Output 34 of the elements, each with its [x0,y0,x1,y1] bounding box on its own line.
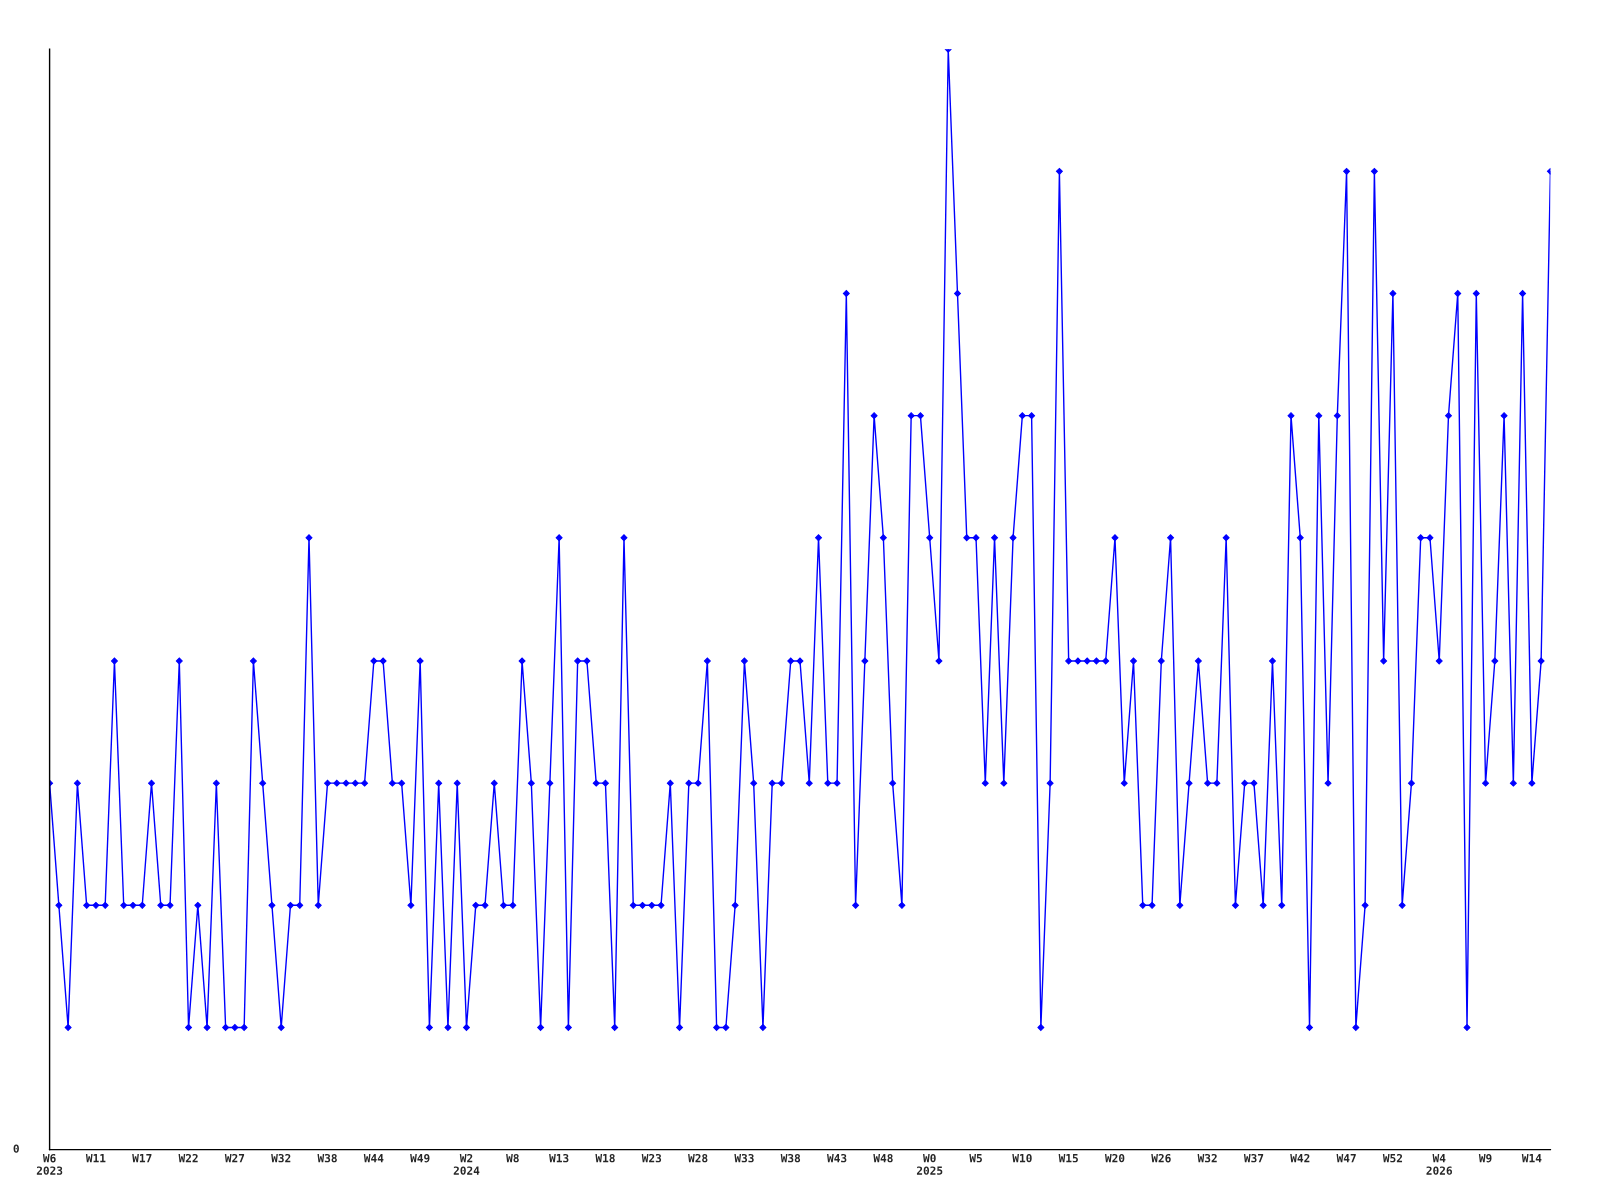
x-tick-label: W49 [410,1154,430,1163]
x-tick-label: W4 2026 [1426,1154,1453,1175]
x-tick-label: W20 [1104,1153,1125,1163]
x-tick-label: W18 [595,1153,615,1163]
x-tick-label: W43 [827,1153,847,1163]
x-tick-label: W15 [1058,1154,1078,1163]
x-tick-label: W8 [506,1153,519,1163]
x-tick-label: W2 2024 [453,1153,480,1175]
x-tick-label: W9 [1478,1154,1492,1163]
x-tick-label: W11 [85,1154,106,1163]
x-tick-label: W28 [688,1153,708,1163]
x-tick-label: W52 [1382,1153,1403,1163]
x-tick-label: W6 2023 [36,1153,63,1175]
x-tick-label: W5 [969,1154,982,1163]
x-tick-label: W44 [363,1154,384,1163]
x-tick-label: W32 [271,1153,291,1163]
x-tick-label: W14 [1521,1154,1542,1163]
x-tick-label: W10 [1012,1153,1032,1163]
x-tick-label: W26 [1151,1153,1171,1163]
x-tick-label: W42 [1290,1153,1310,1163]
x-tick-label: W13 [549,1153,569,1163]
x-tick-label: W23 [641,1153,662,1163]
x-tick-label: W22 [178,1153,198,1163]
text: 0 [13,1144,19,1153]
x-tick-label: W27 [224,1153,245,1163]
x-tick-label: W32 [1197,1153,1217,1163]
x-tick-label: W0 2025 [916,1153,943,1175]
x-tick-label: W38 [317,1153,337,1163]
x-tick-label: W48 [873,1153,893,1163]
x-tick-label: W17 [132,1154,152,1163]
x-tick-label: W47 [1336,1154,1356,1163]
x-tick-label: W38 [780,1153,801,1163]
x-tick-label: W33 [734,1153,754,1163]
x-tick-label: W37 [1243,1153,1264,1163]
